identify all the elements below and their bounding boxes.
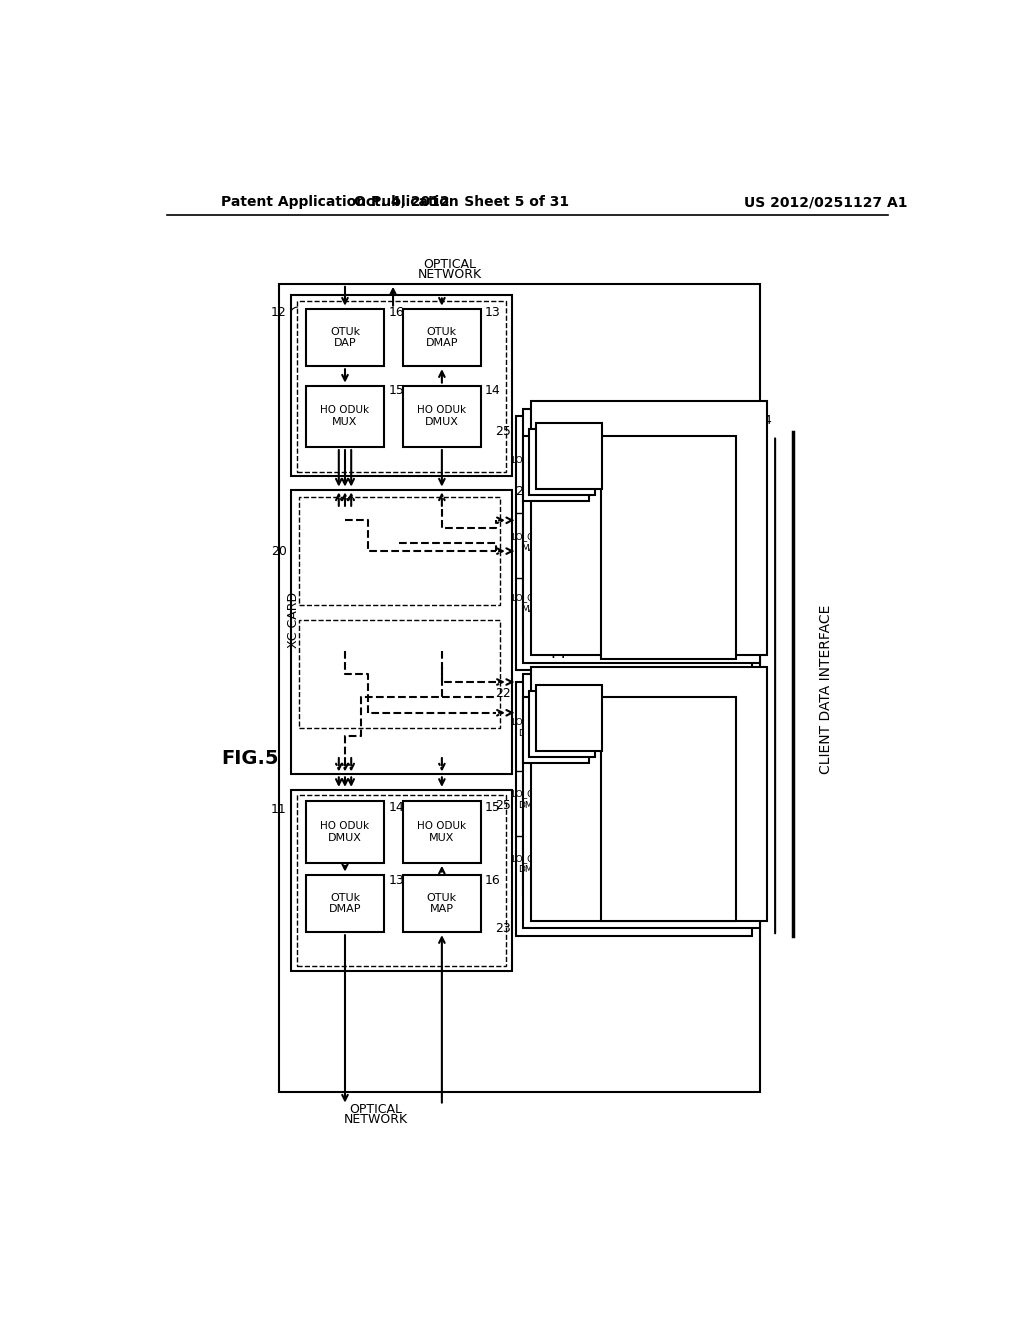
- Text: DMAP: DMAP: [518, 729, 544, 738]
- Text: 14: 14: [484, 384, 501, 397]
- Bar: [523, 436, 589, 502]
- Text: 24: 24: [756, 413, 771, 426]
- Text: HO ODUk: HO ODUk: [321, 821, 370, 832]
- Text: DMAP: DMAP: [518, 801, 544, 809]
- Bar: [403, 801, 480, 863]
- Text: 16: 16: [484, 874, 501, 887]
- Bar: [523, 776, 589, 830]
- Text: CLIENT INF: CLIENT INF: [664, 513, 673, 574]
- Text: MAP: MAP: [521, 466, 541, 475]
- Text: 12: 12: [271, 306, 287, 319]
- Bar: [523, 581, 589, 635]
- Bar: [306, 874, 384, 932]
- Text: OTUk: OTUk: [330, 892, 360, 903]
- Text: LO_ODUj: LO_ODUj: [511, 854, 551, 863]
- Text: Oct. 4, 2012   Sheet 5 of 31: Oct. 4, 2012 Sheet 5 of 31: [353, 195, 568, 210]
- Text: HO ODUk: HO ODUk: [321, 405, 370, 416]
- Text: OTUk: OTUk: [427, 326, 457, 337]
- Text: OPTICAL: OPTICAL: [423, 259, 476, 271]
- Text: : :: : :: [534, 508, 544, 517]
- Text: DMAP: DMAP: [426, 338, 458, 348]
- Bar: [280, 284, 760, 1093]
- Bar: [306, 309, 384, 367]
- Text: 15: 15: [484, 801, 501, 814]
- Text: LO_ODUj: LO_ODUj: [511, 533, 551, 541]
- Bar: [291, 296, 512, 477]
- Bar: [529, 692, 595, 756]
- Bar: [306, 385, 384, 447]
- Text: OTUk: OTUk: [330, 326, 360, 337]
- Bar: [299, 620, 500, 729]
- Bar: [403, 385, 480, 447]
- Bar: [531, 401, 767, 655]
- Text: HO ODUk: HO ODUk: [418, 405, 467, 416]
- Text: · ·: · ·: [551, 651, 565, 667]
- Text: · ·: · ·: [551, 663, 565, 678]
- Bar: [515, 682, 752, 936]
- Bar: [297, 795, 506, 966]
- Text: OPTICAL: OPTICAL: [349, 1102, 402, 1115]
- Text: LO_ODUj: LO_ODUj: [511, 594, 551, 603]
- Text: DAP: DAP: [334, 338, 356, 348]
- Bar: [403, 874, 480, 932]
- Text: CLIENT INF: CLIENT INF: [664, 775, 673, 836]
- Text: NETWORK: NETWORK: [418, 268, 481, 281]
- Text: MUX: MUX: [333, 417, 357, 426]
- Bar: [306, 801, 384, 863]
- Text: NETWORK: NETWORK: [344, 1113, 408, 1126]
- Text: : :: : :: [534, 767, 544, 777]
- Text: 13: 13: [484, 306, 501, 319]
- Bar: [291, 490, 512, 775]
- Text: DMUX: DMUX: [425, 417, 459, 426]
- Bar: [529, 429, 595, 495]
- Text: 23: 23: [495, 921, 511, 935]
- Bar: [531, 667, 767, 921]
- Text: MAP: MAP: [521, 605, 541, 614]
- Text: · ·: · ·: [625, 651, 639, 667]
- Bar: [523, 675, 760, 928]
- Text: LO_ODUj: LO_ODUj: [511, 455, 551, 465]
- Bar: [523, 697, 589, 763]
- Text: MAP: MAP: [430, 904, 454, 915]
- Bar: [601, 697, 736, 921]
- Text: 16: 16: [388, 306, 404, 319]
- Text: DMUX: DMUX: [328, 833, 361, 842]
- Text: LO_ODUj: LO_ODUj: [511, 718, 551, 727]
- Bar: [297, 301, 506, 471]
- Bar: [299, 498, 500, 605]
- Text: 25: 25: [495, 799, 511, 812]
- Text: 20: 20: [271, 545, 287, 557]
- Bar: [291, 789, 512, 970]
- Text: CLIENT DATA INTERFACE: CLIENT DATA INTERFACE: [818, 605, 833, 775]
- Bar: [523, 409, 760, 663]
- Text: 14: 14: [388, 801, 404, 814]
- Text: Patent Application Publication: Patent Application Publication: [221, 195, 459, 210]
- Text: 22: 22: [495, 686, 511, 700]
- Bar: [523, 841, 589, 895]
- Bar: [523, 519, 589, 573]
- Bar: [536, 424, 601, 488]
- Text: 13: 13: [388, 874, 404, 887]
- Bar: [536, 685, 601, 751]
- Text: 21: 21: [515, 484, 531, 498]
- Bar: [601, 436, 736, 659]
- Bar: [403, 309, 480, 367]
- Bar: [515, 416, 752, 671]
- Text: 15: 15: [388, 384, 404, 397]
- Text: 11: 11: [271, 803, 287, 816]
- Text: 25: 25: [495, 425, 511, 438]
- Text: HO ODUk: HO ODUk: [418, 821, 467, 832]
- Text: MAP: MAP: [521, 544, 541, 553]
- Text: : :: : :: [534, 428, 544, 438]
- Text: LO_ODUj: LO_ODUj: [511, 789, 551, 799]
- Text: DMAP: DMAP: [518, 866, 544, 874]
- Text: DMAP: DMAP: [329, 904, 361, 915]
- Text: FIG.5: FIG.5: [221, 750, 279, 768]
- Text: : :: : :: [534, 690, 544, 700]
- Text: US 2012/0251127 A1: US 2012/0251127 A1: [743, 195, 907, 210]
- Text: XC CARD: XC CARD: [288, 593, 300, 648]
- Text: OTUk: OTUk: [427, 892, 457, 903]
- Text: MUX: MUX: [429, 833, 455, 842]
